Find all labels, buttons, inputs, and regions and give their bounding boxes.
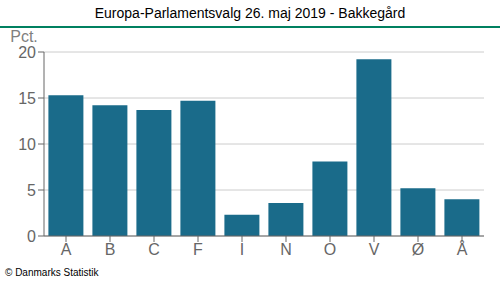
svg-text:V: V [369,241,380,258]
svg-text:O: O [324,241,336,258]
html-text:Europa-Parlamentsvalg 26. maj: Europa-Parlamentsvalg 26. maj 2019 - Bak… [94,5,406,21]
svg-text:5: 5 [27,182,36,199]
svg-text:Ø: Ø [412,241,424,258]
svg-text:B: B [105,241,116,258]
svg-text:F: F [193,241,203,258]
svg-text:Pct.: Pct. [10,28,38,45]
svg-text:A: A [61,241,72,258]
svg-text:C: C [148,241,160,258]
svg-text:N: N [280,241,292,258]
svg-text:20: 20 [18,44,36,61]
svg-text:Å: Å [457,240,468,258]
html-text:© Danmarks Statistik: © Danmarks Statistik [5,267,99,278]
svg-text:0: 0 [27,228,36,245]
svg-text:10: 10 [18,136,36,153]
svg-text:I: I [240,241,244,258]
svg-text:15: 15 [18,90,36,107]
